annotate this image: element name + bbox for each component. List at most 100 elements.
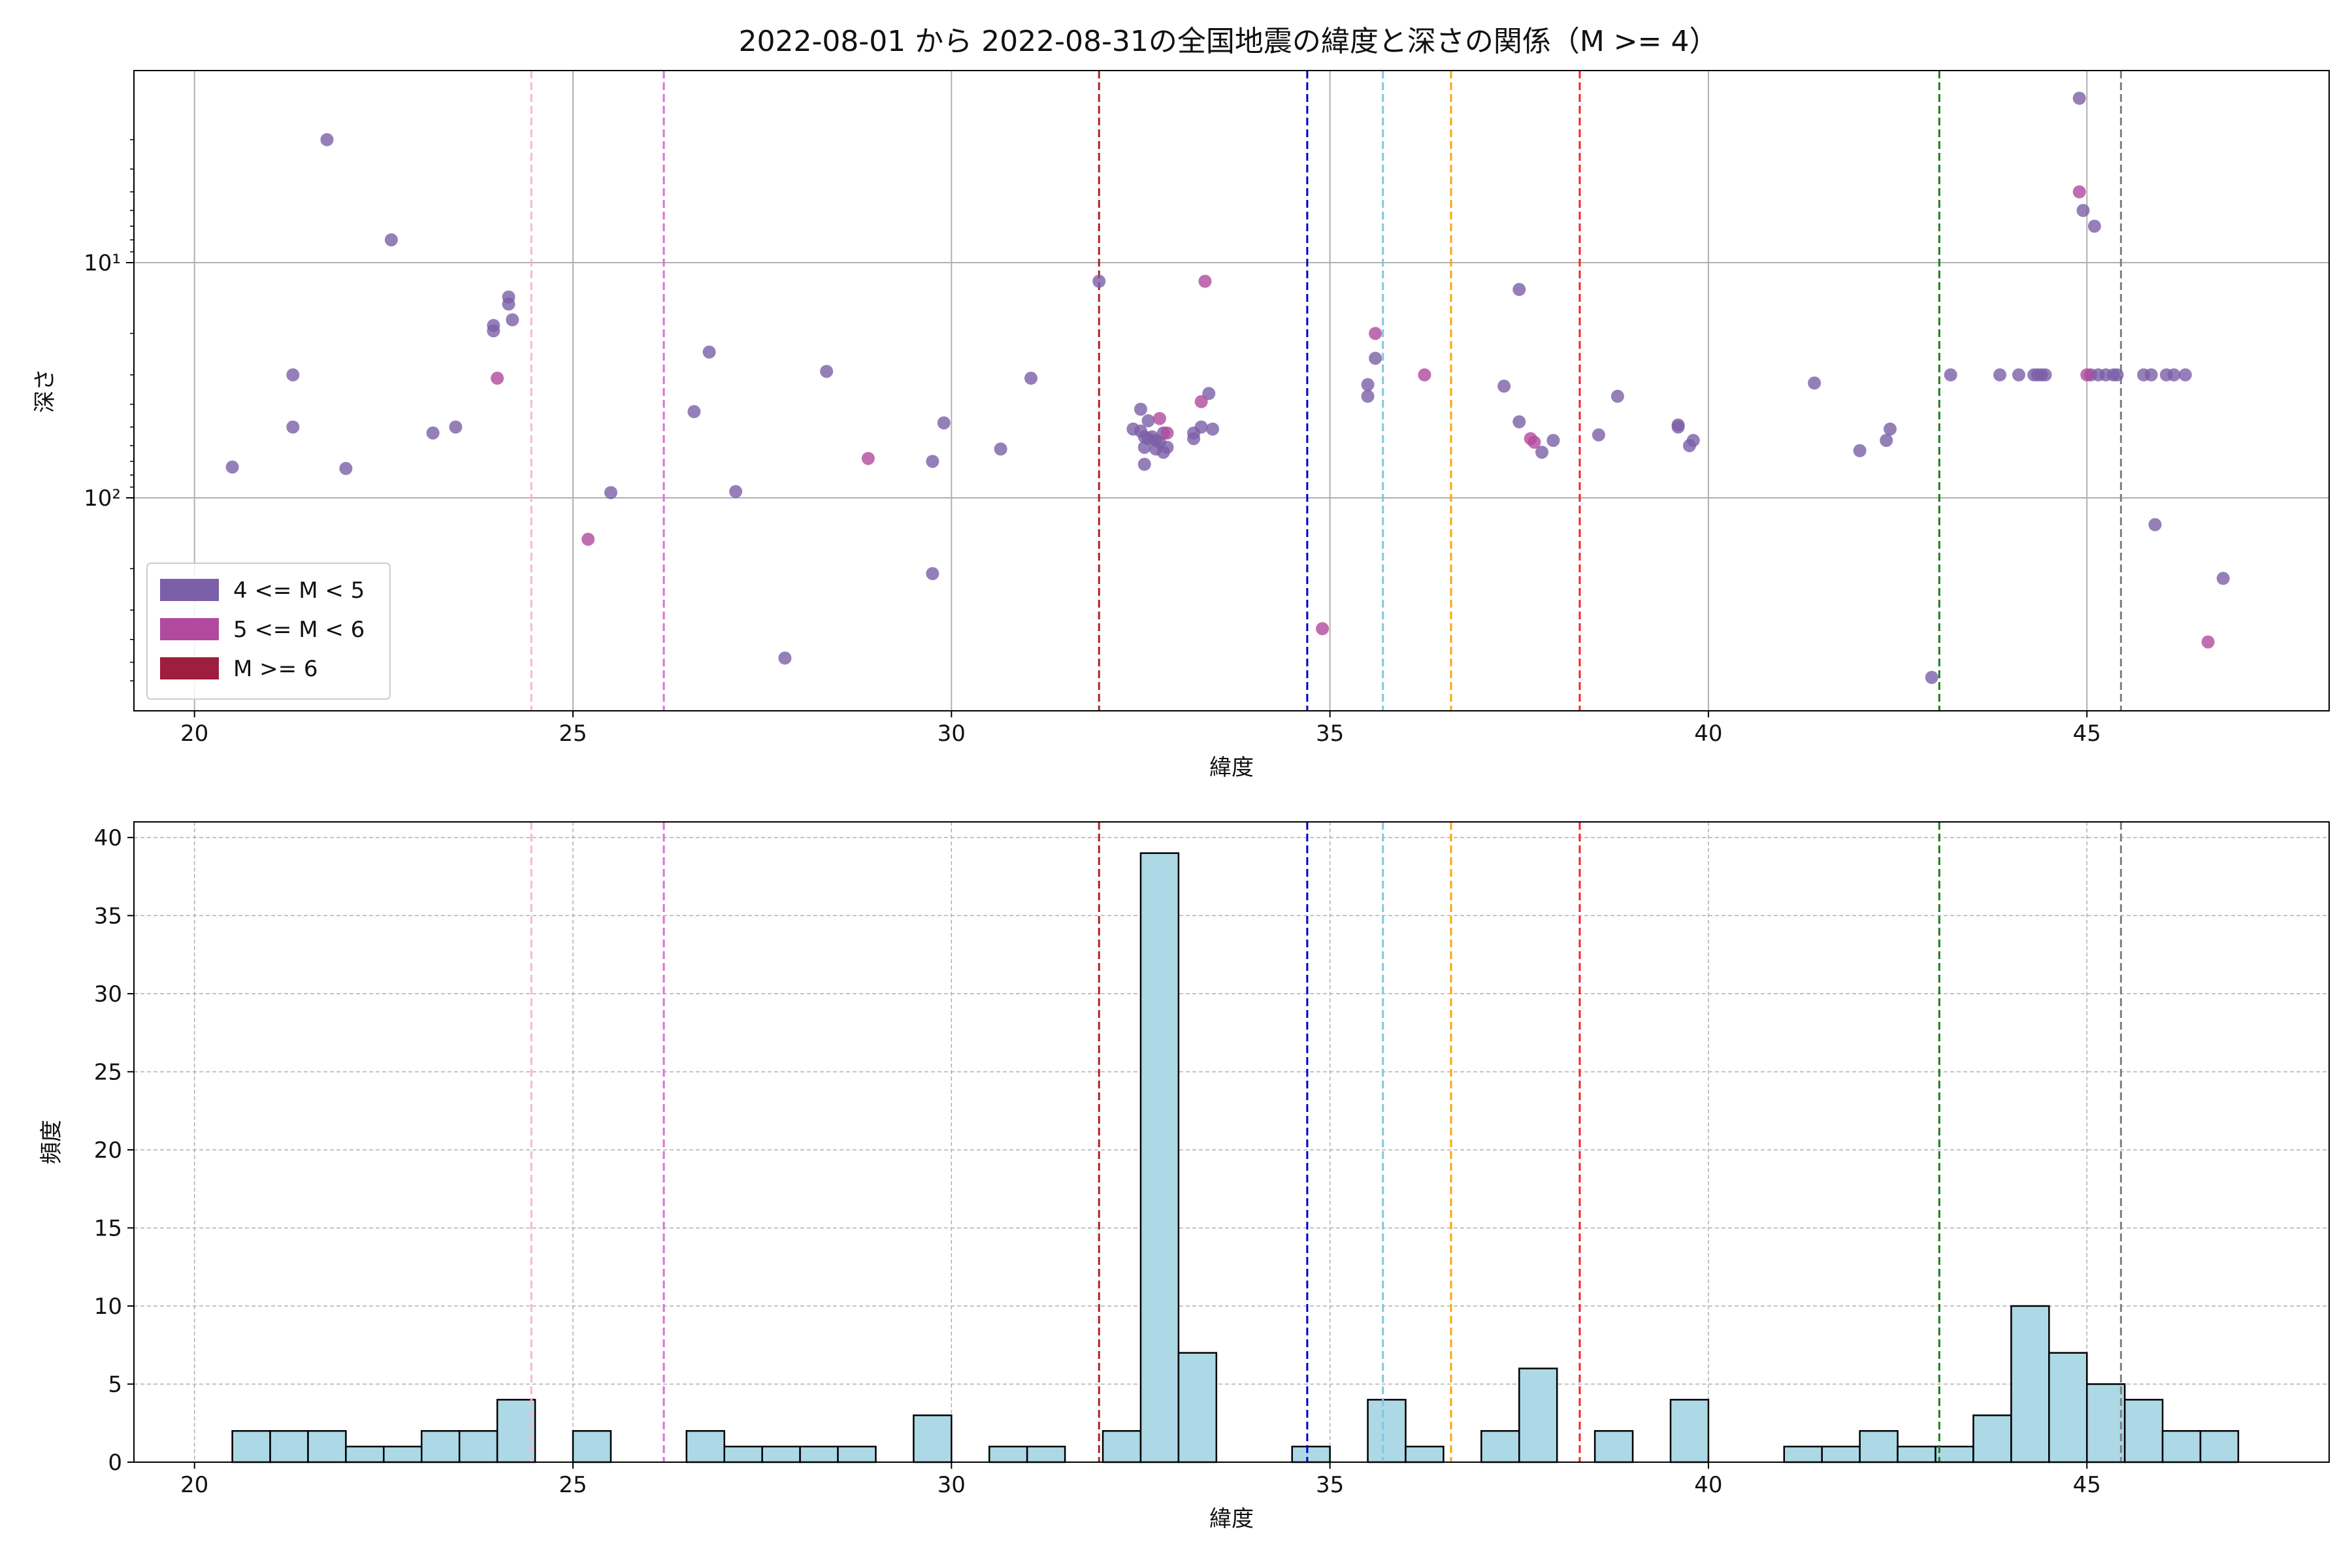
scatter-point [1853,444,1867,457]
histogram-bar [1669,1399,1710,1463]
scatter-point [2072,91,2086,105]
scatter-point [1137,457,1151,471]
histogram-bar [1102,1429,1142,1463]
scatter-point [449,420,463,434]
scatter-point [286,368,300,382]
scatter-point [2080,368,2094,382]
scatter-point [1361,389,1375,403]
scatter-point [1160,426,1174,440]
histogram-bar [572,1429,612,1463]
scatter-point [2072,185,2086,199]
histogram-reference-lines [530,822,2122,1462]
histogram-y-axis-label: 頻度 [39,1120,65,1164]
histogram-y-tick-label: 30 [94,981,122,1007]
histogram-bar [685,1429,725,1463]
scatter-point [502,297,515,311]
histogram-bar [1783,1445,1823,1463]
histogram-y-tick-label: 5 [108,1371,122,1397]
histogram-bar [1139,852,1180,1463]
scatter-panel: 20 25 30 35 40 45 10¹ 10² 緯度 深さ 4 <= M < 5 5 <=… [32,70,2330,781]
scatter-point [778,651,792,665]
scatter-x-tick-label: 30 [938,721,966,747]
scatter-point [1194,420,1208,434]
scatter-point [1316,622,1330,636]
histogram-bar [1593,1429,1634,1463]
histogram-x-tick-label: 30 [938,1472,966,1498]
histogram-x-tick-label: 20 [180,1472,208,1498]
scatter-y-axis-label: 深さ [32,368,58,413]
legend-swatch [160,618,219,640]
scatter-point [2178,368,2192,382]
legend-label: 5 <= M < 6 [233,617,365,643]
histogram-y-tick-label: 35 [94,903,122,929]
histogram-y-tick-label: 20 [94,1137,122,1164]
scatter-point [1160,440,1174,454]
histogram-bar [307,1429,347,1463]
scatter-point [1512,415,1526,429]
scatter-point [2148,518,2162,532]
scatter-plot-frame [133,70,2330,711]
scatter-point [1993,368,2006,382]
histogram-bar [799,1445,839,1463]
scatter-grid [134,71,2329,711]
histogram-y-tick-label: 10 [94,1294,122,1320]
scatter-point [861,451,875,465]
scatter-point [2216,572,2230,585]
scatter-point [2144,368,2158,382]
histogram-plot-frame [133,821,2330,1463]
legend-label: 4 <= M < 5 [233,578,365,604]
histogram-bar [1291,1445,1331,1463]
scatter-point [1671,420,1685,434]
scatter-point [1092,274,1106,288]
scatter-point [1497,380,1511,393]
histogram-bar [496,1399,536,1463]
histogram-panel: 20 25 30 35 40 45 0 5 10 15 20 25 30 35 40 緯度 頻度 [39,821,2330,1532]
scatter-x-ticks: 20 25 30 35 40 45 [180,711,2101,747]
scatter-x-tick-label: 40 [1694,721,1722,747]
scatter-point [1198,274,1212,288]
histogram-bar [761,1445,801,1463]
histogram-y-ticks: 0 5 10 15 20 25 30 35 40 [94,825,134,1476]
scatter-point [384,233,398,247]
legend-swatch [160,579,219,601]
scatter-reference-lines [530,71,2122,711]
scatter-legend: 4 <= M < 5 5 <= M < 6 M >= 6 [146,563,391,700]
histogram-y-tick-label: 0 [108,1450,122,1476]
scatter-point [2076,204,2090,218]
scatter-point [994,442,1007,456]
histogram-bar [1026,1445,1066,1463]
scatter-point [820,365,834,378]
histogram-bar [1859,1429,1899,1463]
histogram-bar [2161,1429,2202,1463]
histogram-bar [458,1429,498,1463]
scatter-point [1686,434,1700,448]
scatter-point [2038,368,2052,382]
scatter-point [1535,446,1549,459]
scatter-point [2201,635,2215,649]
histogram-bar [2085,1383,2126,1463]
histogram-bar [1405,1445,1445,1463]
scatter-y-tick-label: 10² [84,485,121,512]
scatter-point [581,532,595,546]
histogram-x-tick-label: 35 [1316,1472,1344,1498]
histogram-bar [1480,1429,1520,1463]
histogram-bar [2123,1399,2164,1463]
histogram-y-tick-label: 40 [94,825,122,851]
histogram-bars [231,852,2240,1463]
scatter-point [2110,368,2124,382]
scatter-point [320,133,334,146]
scatter-point [1206,422,1220,436]
histogram-x-ticks: 20 25 30 35 40 45 [180,1462,2101,1498]
legend-label: M >= 6 [233,656,318,682]
scatter-point [1134,402,1147,416]
histogram-x-tick-label: 45 [2073,1472,2101,1498]
scatter-point [1194,395,1208,408]
scatter-point [2012,368,2025,382]
scatter-point [1369,327,1382,340]
scatter-x-axis-label: 緯度 [1209,755,1254,781]
chart-title: 2022-08-01 から 2022-08-31の全国地震の緯度と深さの関係（M… [738,25,1718,58]
histogram-bar [421,1429,461,1463]
histogram-bar [988,1445,1028,1463]
histogram-bar [837,1445,877,1463]
